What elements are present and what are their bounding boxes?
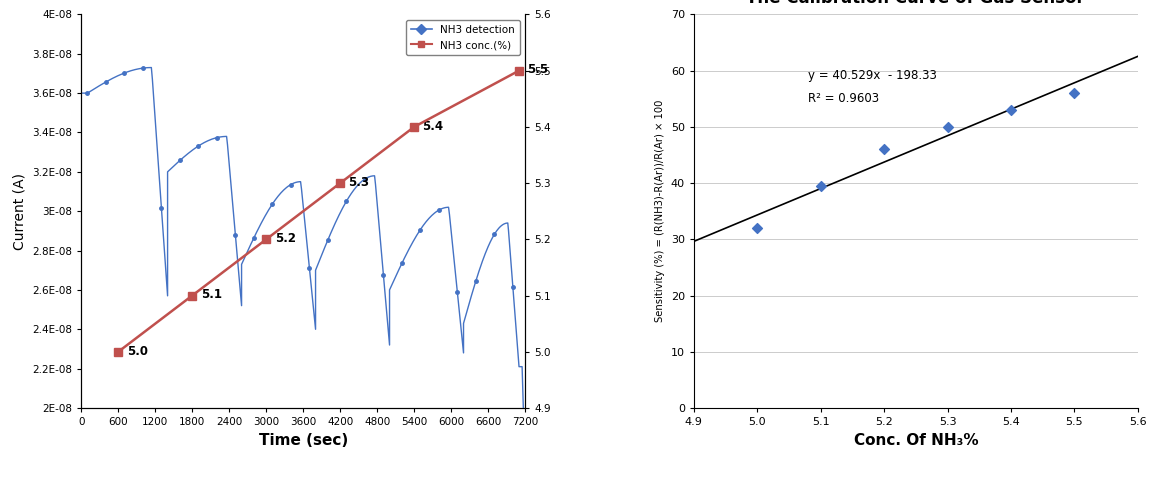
Title: The Calibration Curve of Gas Sensor: The Calibration Curve of Gas Sensor xyxy=(747,0,1086,7)
Point xyxy=(812,182,830,190)
X-axis label: Conc. Of NH₃%: Conc. Of NH₃% xyxy=(853,432,978,447)
Text: 5.1: 5.1 xyxy=(201,288,222,301)
Point xyxy=(748,224,766,232)
Y-axis label: Current (A): Current (A) xyxy=(13,173,27,250)
Text: y = 40.529x  - 198.33: y = 40.529x - 198.33 xyxy=(808,69,937,82)
Text: 5.3: 5.3 xyxy=(348,176,369,189)
Point xyxy=(1065,89,1083,97)
Point xyxy=(1002,106,1021,114)
Text: 5.5: 5.5 xyxy=(527,63,548,76)
Point xyxy=(938,123,957,131)
X-axis label: Time (sec): Time (sec) xyxy=(259,432,348,447)
Point xyxy=(875,145,894,153)
Text: 5.4: 5.4 xyxy=(423,120,444,132)
Y-axis label: Sensitivity (%) = (R(NH3)-R(Ar))/R(Ar) × 100: Sensitivity (%) = (R(NH3)-R(Ar))/R(Ar) ×… xyxy=(655,100,665,323)
Text: R² = 0.9603: R² = 0.9603 xyxy=(808,92,879,105)
Legend: NH3 detection, NH3 conc.(%): NH3 detection, NH3 conc.(%) xyxy=(405,20,520,55)
Text: 5.0: 5.0 xyxy=(127,345,147,358)
Text: 5.2: 5.2 xyxy=(274,232,296,245)
